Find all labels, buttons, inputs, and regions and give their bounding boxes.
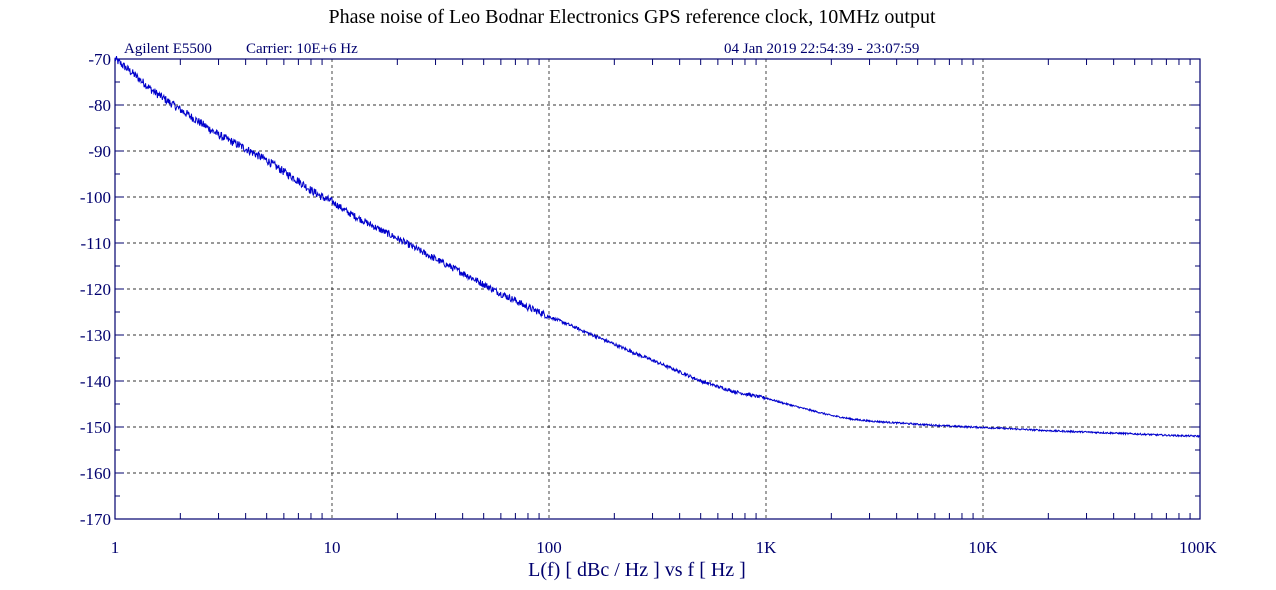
y-tick-label: -160 <box>80 464 111 483</box>
y-axis: -70 -80 -90 -100 -110 -120 -130 -140 -150 -160 -17… <box>80 50 1200 529</box>
phase-noise-line <box>114 55 1201 439</box>
y-tick-label: -140 <box>80 372 111 391</box>
y-tick-label: -120 <box>80 280 111 299</box>
grid <box>115 59 1200 519</box>
instrument-label: Agilent E5500 <box>124 41 212 57</box>
y-tick-label: -90 <box>88 142 111 161</box>
timestamp-label: 04 Jan 2019 22:54:39 - 23:07:59 <box>724 41 919 57</box>
x-tick-label: 10K <box>968 538 998 557</box>
y-tick-label: -150 <box>80 418 111 437</box>
x-tick-label: 100K <box>1179 538 1218 557</box>
y-tick-label: -80 <box>88 96 111 115</box>
y-tick-label: -70 <box>88 50 111 69</box>
y-tick-label: -100 <box>80 188 111 207</box>
y-tick-label: -110 <box>80 234 111 253</box>
carrier-label: Carrier: 10E+6 Hz <box>246 41 358 57</box>
x-tick-label: 10 <box>324 538 341 557</box>
x-axis: 1 10 100 1K 10K 100K <box>111 538 1218 557</box>
x-axis-label: L(f) [ dBc / Hz ] vs f [ Hz ] <box>528 559 746 581</box>
minor-ticks <box>115 59 1200 519</box>
x-tick-label: 1 <box>111 538 120 557</box>
x-tick-label: 1K <box>756 538 778 557</box>
y-tick-label: -130 <box>80 326 111 345</box>
y-tick-label: -170 <box>80 510 111 529</box>
chart-title: Phase noise of Leo Bodnar Electronics GP… <box>328 6 935 28</box>
x-tick-label: 100 <box>536 538 562 557</box>
